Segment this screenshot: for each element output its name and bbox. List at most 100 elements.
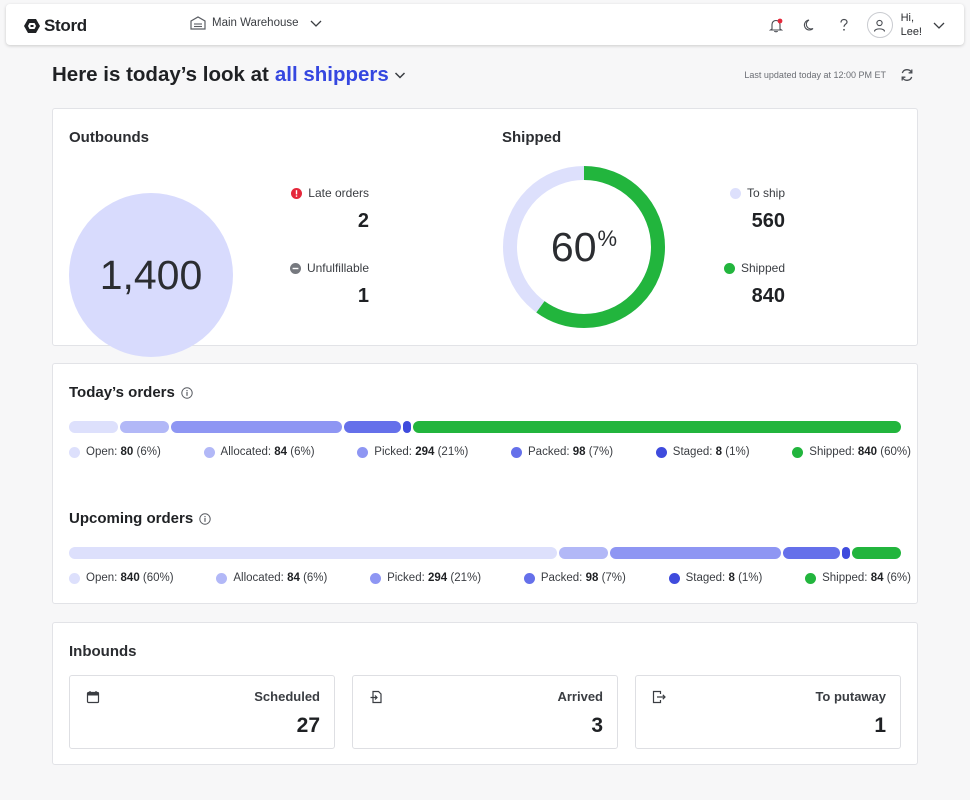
todays_orders-bar-segment-shipped[interactable] [412,421,901,433]
legend-label: Shipped: [809,446,855,458]
help-button[interactable] [829,10,859,40]
legend-item-shipped: Shipped: 84 (6%) [805,572,911,584]
scheduled-value: 27 [296,714,320,737]
shipped-dot [723,262,735,274]
legend-dot-open [69,572,80,584]
info-icon[interactable] [199,512,211,525]
late-orders-stat[interactable]: Late orders 2 [275,186,369,233]
legend-dot-open [69,446,80,458]
page-title: Here is today’s look at all shippers [52,63,407,87]
to-ship-stat[interactable]: To ship 560 [723,186,785,233]
upcoming-orders-title: Upcoming orders [69,510,194,527]
legend-value: 8 [715,446,723,458]
info-icon[interactable] [181,386,193,399]
legend-item-staged: Staged: 8 (1%) [668,572,762,584]
legend-value: 8 [728,572,735,584]
legend-value: 80 [120,446,134,458]
warehouse-selector[interactable]: Main Warehouse [190,16,323,30]
shipped-donut-chart [503,166,665,328]
notifications-button[interactable] [761,10,791,40]
putaway-value: 1 [874,714,886,737]
logo-text: Stord [44,16,87,35]
legend-dot-picked [370,572,382,584]
legend-label: Packed: [528,446,570,458]
minus-circle-icon [289,262,301,274]
late-orders-value: 2 [357,210,369,232]
todays_orders-bar-segment-packed[interactable] [343,421,401,433]
shipped-title: Shipped [502,129,562,146]
legend-item-shipped: Shipped: 840 (60%) [792,446,911,458]
todays-orders-legend: Open: 80 (6%) Allocated: 84 (6%) Picked: 2… [69,446,911,458]
todays-orders-header: Today’s orders [69,384,193,401]
chevron-down-icon[interactable] [932,18,946,32]
legend-dot-staged [668,572,680,584]
stord-logo[interactable]: Stord [24,16,87,36]
to-ship-label: To ship [746,186,785,200]
legend-dot-packed [523,572,535,584]
shipped-stat[interactable]: Shipped 840 [713,261,785,308]
chevron-down-icon[interactable] [393,68,407,82]
stord-logo-icon [24,19,40,33]
legend-label: Allocated: [220,446,272,458]
legend-value: 98 [585,572,599,584]
todays_orders-bar-segment-picked[interactable] [170,421,342,433]
legend-item-open: Open: 80 (6%) [69,446,161,458]
legend-dot-picked [357,446,369,458]
last-updated-text: Last updated today at 12:00 PM ET [744,70,886,80]
todays_orders-bar-segment-allocated[interactable] [119,421,169,433]
legend-percent: (7%) [601,572,626,584]
warehouse-name: Main Warehouse [212,17,299,29]
donut-shipped-arc [503,166,665,328]
todays-orders-title: Today’s orders [69,384,175,401]
upcoming_orders-bar-segment-allocated[interactable] [559,547,609,559]
legend-item-packed: Packed: 98 (7%) [523,572,626,584]
calendar-icon [86,691,100,704]
shipped-label: Shipped [740,261,785,275]
upcoming_orders-bar-segment-packed[interactable] [783,547,841,559]
legend-value: 84 [274,446,288,458]
dark-mode-toggle[interactable] [795,10,825,40]
legend-percent: (7%) [588,446,614,458]
upcoming_orders-bar-segment-picked[interactable] [610,547,782,559]
inbound-putaway-card[interactable]: To putaway 1 [635,675,901,749]
inbounds-card: Inbounds Scheduled 27 Arrived 3 To putaw… [52,622,918,765]
moon-icon [803,19,813,31]
inbounds-title: Inbounds [69,643,137,660]
legend-item-packed: Packed: 98 (7%) [511,446,613,458]
refresh-icon[interactable] [898,66,916,84]
legend-label: Open: [86,446,118,458]
putaway-icon [652,690,666,704]
upcoming_orders-bar-segment-staged[interactable] [842,547,851,559]
scheduled-label: Scheduled [254,689,320,704]
todays_orders-bar-segment-open[interactable] [69,421,118,433]
user-icon [874,19,886,32]
legend-value: 840 [120,572,140,584]
legend-item-allocated: Allocated: 84 (6%) [203,446,315,458]
upcoming-orders-header: Upcoming orders [69,510,211,527]
legend-label: Shipped: [822,572,868,584]
inbound-scheduled-card[interactable]: Scheduled 27 [69,675,335,749]
legend-value: 294 [428,572,448,584]
unfulfillable-stat[interactable]: Unfulfillable 1 [275,261,369,308]
unfulfillable-label: Unfulfillable [306,261,369,275]
late-orders-label: Late orders [308,186,369,200]
chevron-down-icon [310,20,321,27]
legend-item-allocated: Allocated: 84 (6%) [216,572,327,584]
arrived-value: 3 [591,714,603,737]
upcoming_orders-bar-segment-shipped[interactable] [852,547,901,559]
legend-dot-staged [655,446,667,458]
legend-item-picked: Picked: 294 (21%) [370,572,481,584]
legend-percent: (21%) [437,446,469,458]
unfulfillable-value: 1 [357,285,369,307]
legend-percent: (1%) [725,446,750,458]
shipper-selector[interactable]: all shippers [274,63,389,86]
todays_orders-bar-segment-staged[interactable] [402,421,411,433]
shipped-value: 840 [751,285,785,307]
legend-label: Allocated: [233,572,284,584]
upcoming_orders-bar-segment-open[interactable] [69,547,558,559]
avatar[interactable] [866,12,893,38]
inbound-arrived-card[interactable]: Arrived 3 [352,675,618,749]
legend-dot-allocated [216,572,228,584]
user-greeting[interactable]: Hi, Lee! [901,11,922,39]
legend-label: Picked: [387,572,425,584]
